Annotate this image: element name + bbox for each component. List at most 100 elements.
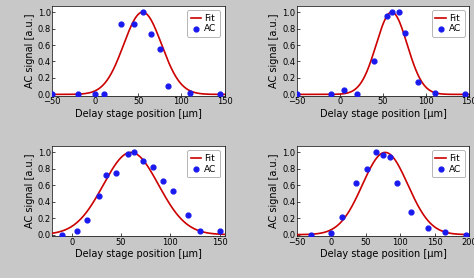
Fit	[377, 153, 383, 156]
AC	[328, 231, 335, 235]
Fit	[49, 232, 55, 235]
AC	[393, 181, 401, 185]
AC	[354, 92, 361, 97]
AC	[217, 92, 224, 97]
AC	[383, 14, 391, 18]
Fit	[132, 17, 138, 20]
Y-axis label: AC signal [a.u.]: AC signal [a.u.]	[25, 154, 35, 228]
AC	[117, 21, 125, 26]
AC	[164, 84, 172, 88]
AC	[395, 10, 402, 14]
X-axis label: Delay stage position [μm]: Delay stage position [μm]	[319, 249, 447, 259]
Fit	[397, 21, 403, 24]
AC	[186, 91, 194, 95]
AC	[388, 10, 395, 14]
Fit	[463, 233, 468, 236]
AC	[328, 92, 335, 97]
Fit	[128, 151, 134, 154]
Fit	[294, 233, 300, 236]
Fit	[377, 31, 383, 35]
AC	[431, 91, 438, 95]
AC	[124, 152, 132, 156]
AC	[340, 88, 348, 93]
Y-axis label: AC signal [a.u.]: AC signal [a.u.]	[25, 14, 35, 88]
Fit	[436, 92, 441, 95]
Fit	[466, 93, 472, 96]
Legend: Fit, AC: Fit, AC	[432, 150, 465, 177]
X-axis label: Delay stage position [μm]: Delay stage position [μm]	[75, 109, 202, 119]
AC	[130, 21, 138, 26]
Fit	[133, 152, 138, 155]
Fit	[466, 233, 472, 236]
Fit	[152, 177, 158, 180]
AC	[414, 80, 421, 84]
Legend: Fit, AC: Fit, AC	[432, 10, 465, 37]
AC	[139, 158, 146, 163]
AC	[373, 150, 380, 155]
Fit	[389, 11, 394, 14]
AC	[74, 92, 82, 97]
AC	[307, 232, 314, 237]
AC	[364, 167, 371, 171]
Fit	[388, 153, 393, 156]
AC	[139, 10, 146, 14]
AC	[102, 172, 110, 177]
AC	[58, 232, 66, 237]
Line: Fit: Fit	[297, 12, 469, 95]
Fit	[140, 11, 146, 14]
Fit	[131, 19, 137, 22]
Fit	[382, 151, 388, 154]
AC	[100, 92, 108, 97]
AC	[196, 229, 204, 234]
AC	[461, 92, 469, 97]
AC	[184, 213, 192, 217]
AC	[147, 32, 155, 37]
Legend: Fit, AC: Fit, AC	[187, 10, 220, 37]
AC	[441, 230, 449, 234]
AC	[401, 31, 409, 35]
AC	[130, 150, 137, 155]
Fit	[152, 26, 158, 30]
Fit	[463, 93, 468, 96]
AC	[149, 165, 156, 169]
Fit	[436, 228, 441, 231]
AC	[73, 228, 81, 233]
AC	[216, 229, 223, 234]
Fit	[387, 11, 393, 14]
AC	[156, 47, 164, 51]
AC	[91, 92, 99, 97]
Fit	[218, 93, 224, 96]
Fit	[191, 227, 197, 230]
Fit	[376, 35, 382, 38]
AC	[371, 59, 378, 64]
Legend: Fit, AC: Fit, AC	[187, 150, 220, 177]
AC	[424, 226, 432, 230]
AC	[386, 154, 394, 159]
AC	[96, 194, 103, 198]
Fit	[376, 154, 382, 157]
Fit	[397, 166, 403, 170]
AC	[160, 179, 167, 183]
Fit	[143, 12, 148, 15]
Fit	[131, 151, 137, 155]
Fit	[218, 233, 224, 236]
AC	[83, 218, 91, 222]
Fit	[222, 233, 228, 236]
Fit	[49, 93, 55, 96]
AC	[112, 171, 120, 175]
AC	[407, 209, 414, 214]
AC	[352, 181, 359, 185]
AC	[338, 214, 346, 219]
AC	[170, 189, 177, 193]
AC	[379, 153, 387, 157]
Line: Fit: Fit	[297, 152, 469, 235]
Line: Fit: Fit	[52, 152, 225, 234]
Fit	[191, 91, 197, 94]
Y-axis label: AC signal [a.u.]: AC signal [a.u.]	[270, 154, 280, 228]
AC	[293, 92, 301, 97]
Fit	[143, 162, 148, 165]
Line: Fit: Fit	[52, 12, 225, 95]
X-axis label: Delay stage position [μm]: Delay stage position [μm]	[75, 249, 202, 259]
Fit	[294, 93, 300, 96]
X-axis label: Delay stage position [μm]: Delay stage position [μm]	[319, 109, 447, 119]
